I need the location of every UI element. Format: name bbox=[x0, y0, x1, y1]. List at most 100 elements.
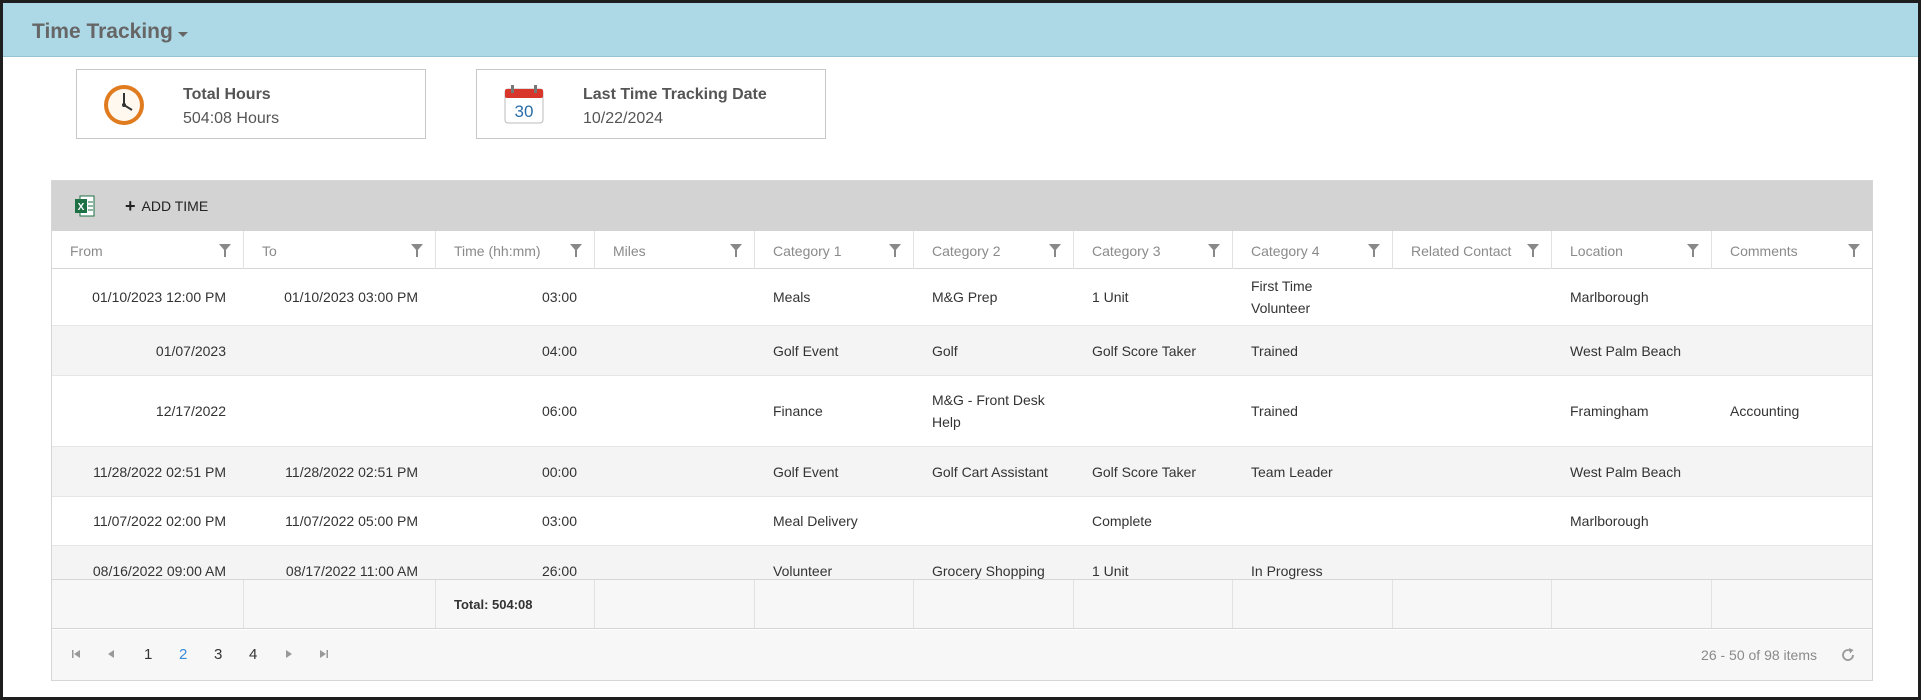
cell-miles bbox=[595, 447, 755, 496]
page-4[interactable]: 4 bbox=[249, 646, 258, 663]
filter-icon[interactable] bbox=[1368, 244, 1380, 257]
cell-comments bbox=[1712, 546, 1872, 579]
cell-category-2: M&G Prep bbox=[932, 289, 998, 305]
filter-icon[interactable] bbox=[1848, 244, 1860, 257]
cell-related-contact bbox=[1393, 376, 1552, 446]
cell-category-1: Meal Delivery bbox=[773, 513, 858, 529]
filter-icon[interactable] bbox=[411, 244, 423, 257]
plus-icon: + bbox=[125, 196, 136, 216]
page-header: Time Tracking bbox=[3, 3, 1918, 57]
cell-related-contact bbox=[1393, 447, 1552, 496]
cell-category-1: Golf Event bbox=[773, 342, 839, 359]
footer-cell bbox=[914, 580, 1074, 628]
chevron-down-icon[interactable] bbox=[178, 32, 188, 37]
cell-category-3: Complete bbox=[1092, 513, 1152, 529]
cell-from: 12/17/2022 bbox=[155, 403, 226, 419]
filter-icon[interactable] bbox=[570, 244, 582, 257]
last-date-label: Last Time Tracking Date bbox=[583, 86, 767, 103]
filter-icon[interactable] bbox=[730, 244, 742, 257]
cell-to: 11/28/2022 02:51 PM bbox=[285, 463, 418, 480]
table-row[interactable]: 11/07/2022 02:00 PM 11/07/2022 05:00 PM … bbox=[52, 497, 1872, 546]
footer-cell bbox=[244, 580, 436, 628]
calendar-icon: 30 bbox=[504, 85, 544, 124]
footer-cell bbox=[595, 580, 755, 628]
cell-comments bbox=[1712, 497, 1872, 545]
add-time-button[interactable]: + ADD TIME bbox=[125, 194, 208, 218]
prev-page-icon[interactable] bbox=[106, 649, 116, 659]
filter-icon[interactable] bbox=[1687, 244, 1699, 257]
cell-miles bbox=[595, 269, 755, 325]
excel-icon[interactable]: X bbox=[75, 195, 95, 217]
filter-icon[interactable] bbox=[1208, 244, 1220, 257]
first-page-icon[interactable] bbox=[71, 649, 81, 659]
footer-cell bbox=[1074, 580, 1233, 628]
cell-location: Marlborough bbox=[1570, 289, 1649, 305]
pager-info: 26 - 50 of 98 items bbox=[1701, 647, 1817, 663]
column-header-time[interactable]: Time (hh:mm) bbox=[436, 231, 595, 269]
filter-icon[interactable] bbox=[889, 244, 901, 257]
grid-header: From To Time (hh:mm) Miles Category 1 Ca… bbox=[52, 231, 1872, 269]
column-header-category-2[interactable]: Category 2 bbox=[914, 231, 1074, 269]
cell-category-4: In Progress bbox=[1251, 562, 1323, 579]
cell-category-3: Golf Score Taker bbox=[1092, 342, 1197, 359]
cell-miles bbox=[595, 546, 755, 579]
clock-icon bbox=[104, 85, 144, 125]
cell-location: Framingham bbox=[1570, 403, 1649, 419]
total-hours-card: Total Hours 504:08 Hours bbox=[76, 69, 426, 139]
column-header-category-3[interactable]: Category 3 bbox=[1074, 231, 1233, 269]
page-title[interactable]: Time Tracking bbox=[32, 20, 173, 43]
column-header-comments[interactable]: Comments bbox=[1712, 231, 1872, 269]
column-header-category-1[interactable]: Category 1 bbox=[755, 231, 914, 269]
footer-cell bbox=[755, 580, 914, 628]
filter-icon[interactable] bbox=[219, 244, 231, 257]
column-header-to[interactable]: To bbox=[244, 231, 436, 269]
footer-cell bbox=[52, 580, 244, 628]
cell-miles bbox=[595, 326, 755, 375]
cell-time: 04:00 bbox=[541, 342, 577, 359]
page-3[interactable]: 3 bbox=[214, 646, 223, 663]
cell-category-4: First Time Volunteer bbox=[1251, 278, 1313, 316]
next-page-icon[interactable] bbox=[284, 649, 294, 659]
table-row[interactable]: 01/10/2023 12:00 PM 01/10/2023 03:00 PM … bbox=[52, 269, 1872, 326]
cell-category-2: Golf Cart Assistant bbox=[932, 463, 1048, 480]
calendar-icon-text: 30 bbox=[515, 102, 534, 121]
cell-related-contact bbox=[1393, 269, 1552, 325]
column-header-category-4[interactable]: Category 4 bbox=[1233, 231, 1393, 269]
cell-category-3: 1 Unit bbox=[1092, 289, 1129, 305]
cell-location bbox=[1552, 546, 1712, 579]
table-row[interactable]: 01/07/2023 04:00 Golf Event Golf Golf Sc… bbox=[52, 326, 1872, 376]
filter-icon[interactable] bbox=[1527, 244, 1539, 257]
total-hours-value: 504:08 Hours bbox=[183, 110, 280, 127]
cell-comments bbox=[1712, 269, 1872, 325]
column-header-location[interactable]: Location bbox=[1552, 231, 1712, 269]
total-hours-label: Total Hours bbox=[183, 86, 271, 103]
footer-cell bbox=[1393, 580, 1552, 628]
svg-text:X: X bbox=[78, 202, 85, 213]
column-header-from[interactable]: From bbox=[52, 231, 244, 269]
cell-category-2: M&G - Front Desk Help bbox=[932, 392, 1045, 430]
cell-category-4: Trained bbox=[1251, 403, 1298, 419]
cell-to bbox=[244, 326, 436, 375]
table-row[interactable]: 08/16/2022 09:00 AM 08/17/2022 11:00 AM … bbox=[52, 546, 1872, 579]
page-1[interactable]: 1 bbox=[144, 646, 153, 663]
cell-category-1: Finance bbox=[773, 403, 823, 419]
last-page-icon[interactable] bbox=[319, 649, 329, 659]
cell-time: 03:00 bbox=[541, 513, 577, 529]
refresh-icon[interactable] bbox=[1840, 647, 1856, 663]
filter-icon[interactable] bbox=[1049, 244, 1061, 257]
cell-time: 03:00 bbox=[541, 289, 577, 305]
page-2[interactable]: 2 bbox=[179, 646, 188, 663]
cell-category-1: Meals bbox=[773, 289, 811, 305]
cell-to: 11/07/2022 05:00 PM bbox=[285, 513, 418, 529]
pager: 1 2 3 4 26 - 50 of 98 items bbox=[52, 630, 1872, 680]
column-header-miles[interactable]: Miles bbox=[595, 231, 755, 269]
table-row[interactable]: 11/28/2022 02:51 PM 11/28/2022 02:51 PM … bbox=[52, 447, 1872, 497]
column-header-related-contact[interactable]: Related Contact bbox=[1393, 231, 1552, 269]
add-time-label: ADD TIME bbox=[141, 198, 209, 214]
cell-comments bbox=[1712, 326, 1872, 375]
cell-to: 08/17/2022 11:00 AM bbox=[285, 562, 418, 579]
cell-category-4: Trained bbox=[1251, 342, 1298, 359]
table-row[interactable]: 12/17/2022 06:00 Finance M&G - Front Des… bbox=[52, 376, 1872, 447]
cell-related-contact bbox=[1393, 497, 1552, 545]
grid-body: 01/10/2023 12:00 PM 01/10/2023 03:00 PM … bbox=[52, 269, 1872, 579]
